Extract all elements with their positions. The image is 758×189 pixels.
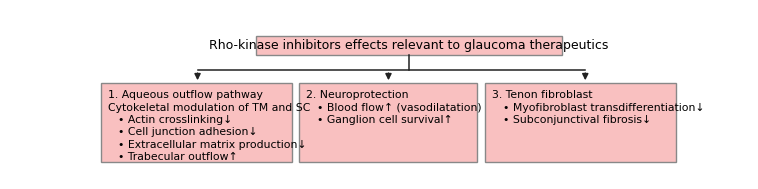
Text: • Actin crosslinking↓: • Actin crosslinking↓: [118, 115, 233, 125]
Text: 1. Aqueous outflow pathway: 1. Aqueous outflow pathway: [108, 90, 262, 100]
FancyBboxPatch shape: [101, 83, 292, 162]
Text: Cytokeletal modulation of TM and SC: Cytokeletal modulation of TM and SC: [108, 103, 310, 113]
FancyBboxPatch shape: [485, 83, 676, 162]
FancyBboxPatch shape: [256, 36, 562, 55]
FancyBboxPatch shape: [299, 83, 477, 162]
Text: 2. Neuroprotection: 2. Neuroprotection: [306, 90, 409, 100]
Text: • Blood flow↑ (vasodilatation): • Blood flow↑ (vasodilatation): [317, 103, 481, 113]
Text: Rho-kinase inhibitors effects relevant to glaucoma therapeutics: Rho-kinase inhibitors effects relevant t…: [209, 39, 609, 52]
Text: • Ganglion cell survival↑: • Ganglion cell survival↑: [317, 115, 453, 125]
Text: • Subconjunctival fibrosis↓: • Subconjunctival fibrosis↓: [503, 115, 651, 125]
Text: 3. Tenon fibroblast: 3. Tenon fibroblast: [493, 90, 593, 100]
Text: • Extracellular matrix production↓: • Extracellular matrix production↓: [118, 140, 307, 150]
Text: • Trabecular outflow↑: • Trabecular outflow↑: [118, 152, 238, 162]
Text: • Myofibroblast transdifferentiation↓: • Myofibroblast transdifferentiation↓: [503, 103, 704, 113]
Text: • Cell junction adhesion↓: • Cell junction adhesion↓: [118, 127, 258, 137]
